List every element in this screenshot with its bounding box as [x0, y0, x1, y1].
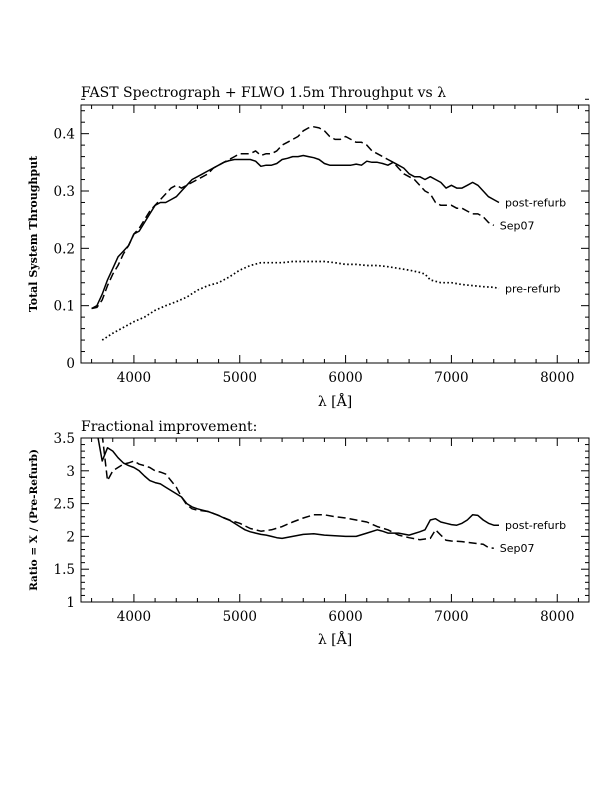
chart-title: Fractional improvement:: [81, 419, 257, 435]
x-tick-label: 7000: [434, 370, 468, 386]
series-label: pre-refurb: [505, 282, 560, 295]
x-tick-label: 8000: [540, 370, 574, 386]
x-axis-label: λ [Å]: [318, 630, 352, 648]
series-label: Sep07: [500, 542, 535, 555]
y-tick-label: 0.3: [54, 184, 75, 200]
y-tick-label: 0.4: [54, 127, 75, 143]
y-tick-label: 3: [66, 464, 75, 480]
y-tick-label: 2.5: [54, 497, 75, 513]
y-tick-label: 1: [66, 595, 75, 611]
x-tick-label: 6000: [328, 609, 362, 625]
series-label: post-refurb: [505, 196, 566, 209]
y-tick-label: 0: [66, 356, 75, 372]
x-tick-label: 6000: [328, 370, 362, 386]
x-tick-label: 7000: [434, 609, 468, 625]
y-tick-label: 2: [66, 529, 75, 545]
y-tick-label: 0.2: [54, 241, 75, 257]
series-label: Sep07: [500, 219, 535, 232]
fractional-improvement-chart: Fractional improvement: 4000 5000 6000 7000 8…: [28, 419, 590, 648]
throughput-chart: FAST Spectrograph + FLWO 1.5m Throughput…: [27, 85, 590, 410]
series-line-sep07: [91, 126, 495, 310]
y-axis-label: Ratio = X / (Pre-Refurb): [28, 449, 40, 591]
x-tick-label: 5000: [223, 370, 257, 386]
x-tick-label: 4000: [117, 609, 151, 625]
series-line-sep07: [101, 438, 494, 549]
x-tick-label: 8000: [540, 609, 574, 625]
series-label: post-refurb: [505, 519, 566, 532]
y-tick-label: 0.1: [54, 299, 75, 315]
plot-frame: [80, 104, 590, 364]
y-axis-label: Total System Throughput: [27, 155, 40, 312]
x-axis-label: λ [Å]: [318, 392, 352, 410]
x-tick-label: 4000: [117, 370, 151, 386]
series-line-post-refurb: [97, 438, 499, 540]
series-line-post-refurb: [91, 154, 500, 310]
x-tick-label: 5000: [223, 609, 257, 625]
y-tick-label: 1.5: [54, 562, 75, 578]
series-line-pre-refurb: [101, 260, 500, 341]
chart-title: FAST Spectrograph + FLWO 1.5m Throughput…: [81, 85, 446, 101]
y-tick-label: 3.5: [54, 431, 75, 447]
plot-frame: [80, 437, 590, 603]
